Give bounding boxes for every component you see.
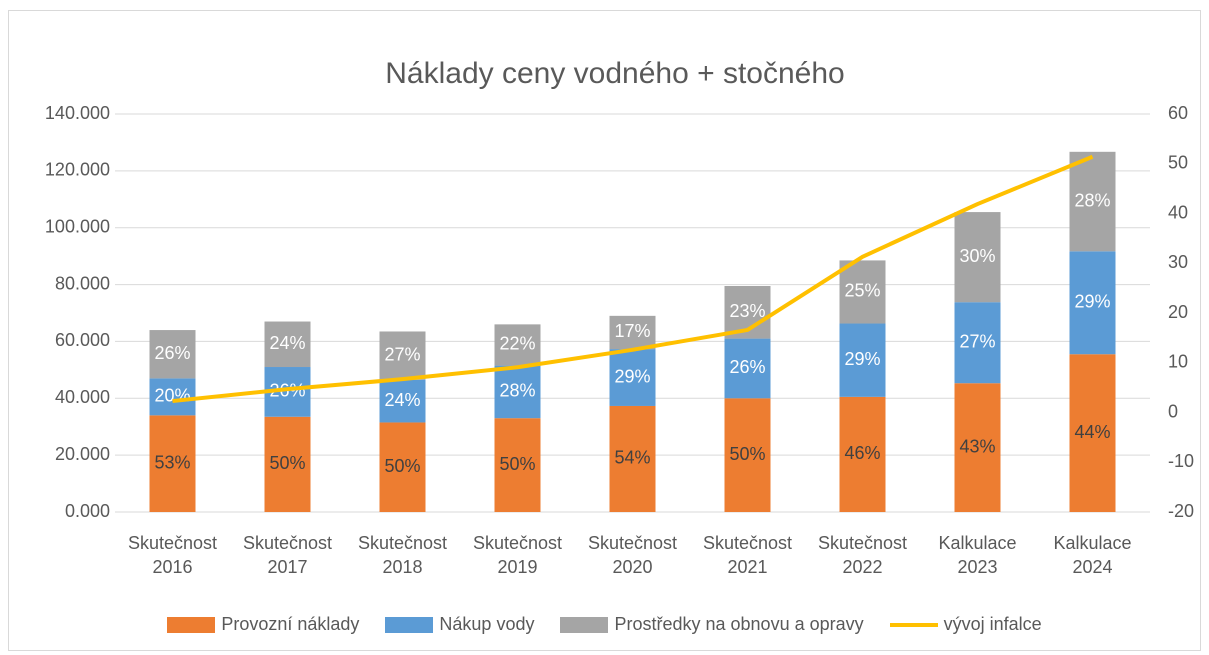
x-tick-label: Kalkulace 2024 (1053, 533, 1132, 577)
data-label: 26% (729, 357, 765, 377)
data-label: 50% (269, 453, 305, 473)
x-tick-label: Skutečnost 2017 (242, 533, 333, 577)
data-label: 26% (154, 343, 190, 363)
data-label: 29% (844, 349, 880, 369)
data-label: 17% (614, 321, 650, 341)
legend-swatch (167, 616, 216, 633)
data-label: 43% (959, 436, 995, 456)
data-label: 27% (384, 344, 420, 364)
legend-item: Prostředky na obnovu a opravy (560, 614, 864, 635)
y2-tick-label: 40 (1168, 202, 1188, 222)
y2-tick-label: 60 (1168, 103, 1188, 123)
bar-segment (149, 378, 196, 416)
bar-segment (494, 324, 541, 366)
bar-segment (724, 398, 771, 512)
legend-swatch (560, 616, 609, 633)
data-label: 50% (384, 456, 420, 476)
bar-segment (264, 416, 311, 512)
x-tick-label: Skutečnost 2020 (587, 533, 678, 577)
bar-segment (1069, 151, 1116, 252)
chart-title: Náklady ceny vodného + stočného (385, 57, 844, 90)
line (172, 154, 1094, 404)
bar-segment (954, 302, 1001, 384)
x-tick-label: Skutečnost 2018 (357, 533, 448, 577)
y-tick-label: 40.000 (55, 387, 110, 407)
bar-segment (149, 330, 196, 379)
legend-line (889, 622, 938, 627)
data-label: 29% (1074, 292, 1110, 312)
y2-tick-label: 50 (1168, 153, 1188, 173)
bar-segment (724, 338, 771, 399)
bar-segment (609, 405, 656, 512)
data-label: 24% (269, 333, 305, 353)
data-label: 28% (499, 381, 535, 401)
data-label: 54% (614, 448, 650, 468)
bar-segment (494, 365, 541, 419)
bar-segment (954, 212, 1001, 303)
bar-segment (839, 396, 886, 512)
bar-segment (379, 379, 426, 423)
bar-segment (379, 422, 426, 512)
data-label: 30% (959, 246, 995, 266)
data-label: 22% (499, 334, 535, 354)
bar-segment (609, 349, 656, 406)
bar-segment (609, 315, 656, 350)
x-tick-label: Skutečnost 2022 (817, 533, 908, 577)
y-tick-label: 120.000 (45, 160, 110, 180)
chart-border (8, 10, 1201, 651)
legend-swatch (385, 616, 434, 633)
legend-label: vývoj infalce (943, 614, 1042, 634)
y-tick-label: 80.000 (55, 273, 110, 293)
legend: Provozní náklady Nákup vody Prostředky na … (0, 614, 1209, 635)
data-label: 25% (844, 281, 880, 301)
x-tick-label: Skutečnost 2021 (702, 533, 793, 577)
bar-segment (494, 418, 541, 512)
y2-tick-label: 0 (1168, 401, 1178, 421)
bar-segment (264, 321, 311, 368)
y-tick-label: 100.000 (45, 216, 110, 236)
bar-segment (954, 383, 1001, 512)
y2-tick-label: 20 (1168, 302, 1188, 322)
y2-tick-label: -20 (1168, 501, 1194, 521)
data-label: 20% (154, 386, 190, 406)
y-tick-label: 20.000 (55, 444, 110, 464)
data-label: 28% (1074, 190, 1110, 210)
y2-tick-label: 30 (1168, 252, 1188, 272)
x-tick-label: Skutečnost 2019 (472, 533, 563, 577)
bar-segment (839, 323, 886, 397)
bar-segment (379, 331, 426, 380)
legend-label: Prostředky na obnovu a opravy (614, 614, 864, 634)
data-label: 46% (844, 443, 880, 463)
data-label: 23% (729, 301, 765, 321)
bar-segment (1069, 251, 1116, 355)
data-label: 27% (959, 331, 995, 351)
data-label: 44% (1074, 422, 1110, 442)
y-tick-label: 0.000 (65, 501, 110, 521)
data-label: 24% (384, 390, 420, 410)
legend-item: vývoj infalce (889, 614, 1042, 635)
data-label: 53% (154, 452, 190, 472)
data-label: 29% (614, 366, 650, 386)
bar-segment (149, 415, 196, 512)
legend-label: Provozní náklady (221, 614, 360, 634)
legend-label: Nákup vody (439, 614, 535, 634)
bar-segment (1069, 354, 1116, 512)
y2-tick-label: -10 (1168, 451, 1194, 471)
y-tick-label: 60.000 (55, 330, 110, 350)
x-tick-label: Skutečnost 2016 (127, 533, 218, 577)
bar-segment (839, 260, 886, 324)
data-label: 50% (499, 454, 535, 474)
legend-item: Provozní náklady (167, 614, 359, 635)
y2-tick-label: 10 (1168, 352, 1188, 372)
legend-item: Nákup vody (385, 614, 534, 635)
data-label: 50% (729, 444, 765, 464)
y-tick-label: 140.000 (45, 103, 110, 123)
x-tick-label: Kalkulace 2023 (938, 533, 1017, 577)
